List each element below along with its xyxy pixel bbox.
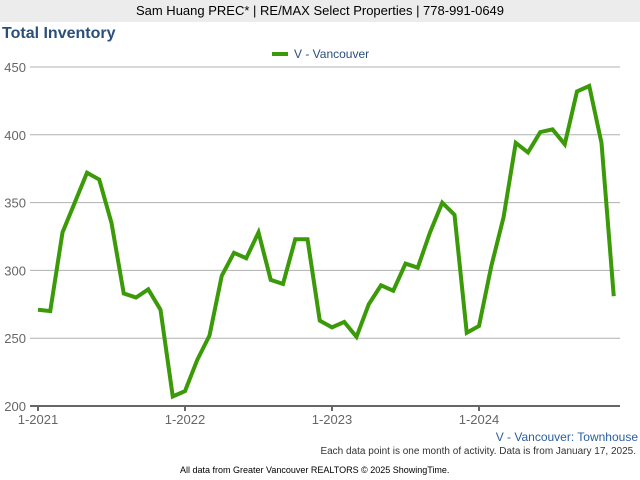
series-line [37, 83, 616, 400]
header-bar: Sam Huang PREC* | RE/MAX Select Properti… [0, 0, 640, 22]
chart-title: Total Inventory [2, 25, 116, 42]
y-tick-label: 250 [4, 331, 26, 346]
y-tick-label: 450 [4, 60, 26, 75]
data-note: Each data point is one month of activity… [320, 446, 636, 457]
credit: All data from Greater Vancouver REALTORS… [180, 465, 450, 475]
y-tick-label: 300 [4, 263, 26, 278]
x-tick-label: 1-2021 [18, 412, 58, 427]
x-tick-label: 1-2024 [459, 412, 499, 427]
y-tick-label: 350 [4, 196, 26, 211]
y-tick-label: 200 [4, 399, 26, 414]
series-subtitle: V - Vancouver: Townhouse [495, 430, 638, 444]
x-tick-label: 1-2022 [165, 412, 205, 427]
x-tick-label: 1-2023 [312, 412, 352, 427]
y-tick-label: 400 [4, 128, 26, 143]
legend-label: V - Vancouver [294, 47, 369, 61]
